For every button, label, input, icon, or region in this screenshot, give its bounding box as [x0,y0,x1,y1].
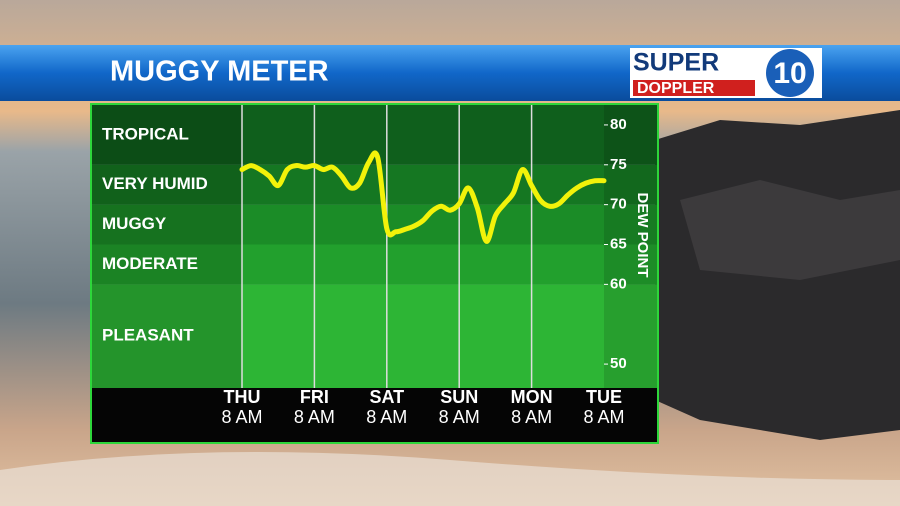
logo-circle [766,49,814,97]
band-label: TROPICAL [102,124,189,143]
time-strip [92,388,657,442]
band-label: MUGGY [102,214,167,233]
x-tick-label: SAT [369,387,404,407]
logo-strip [633,80,755,96]
x-tick-sublabel: 8 AM [366,407,407,427]
y-tick-label: 70 [610,196,627,213]
band [92,244,657,285]
y-tick-label: 80 [610,116,627,133]
y-tick-label: 60 [610,275,627,292]
y-tick-label: 50 [610,355,627,372]
x-tick-sublabel: 8 AM [221,407,262,427]
band-label-bg [92,284,242,388]
band-label-bg [92,105,242,165]
x-tick-label: MON [511,387,553,407]
axis-column [604,105,657,388]
logo-number: 10 [773,57,806,90]
title: MUGGY METER [110,56,329,88]
band-label: PLEASANT [102,326,194,345]
y-tick-label: 75 [610,156,627,173]
x-tick-label: TUE [586,387,622,407]
band-label: MODERATE [102,254,198,273]
rocks [680,180,900,280]
plot: TROPICAL VERY HUMID MUGGY MODERATE PLEASANT 5… [92,105,657,442]
x-tick-label: SUN [440,387,478,407]
band [92,284,657,388]
logo-text: SUPER [633,49,719,77]
x-tick-sublabel: 8 AM [511,407,552,427]
band-label-bg [92,244,242,285]
foam [0,452,900,506]
x-tick-sublabel: 8 AM [583,407,624,427]
y-tick-label: 65 [610,235,627,252]
band-label-bg [92,204,242,245]
x-tick-label: THU [224,387,261,407]
series-line [239,150,607,244]
band-label: VERY HUMID [102,174,208,193]
x-tick-label: FRI [300,387,329,407]
band-label-bg [92,164,242,205]
panel-border [90,103,659,444]
y-axis-label: DEW POINT [634,193,651,278]
x-tick-sublabel: 8 AM [294,407,335,427]
band [92,204,657,245]
x-tick-sublabel: 8 AM [439,407,480,427]
logo-text: DOPPLER [637,80,715,97]
